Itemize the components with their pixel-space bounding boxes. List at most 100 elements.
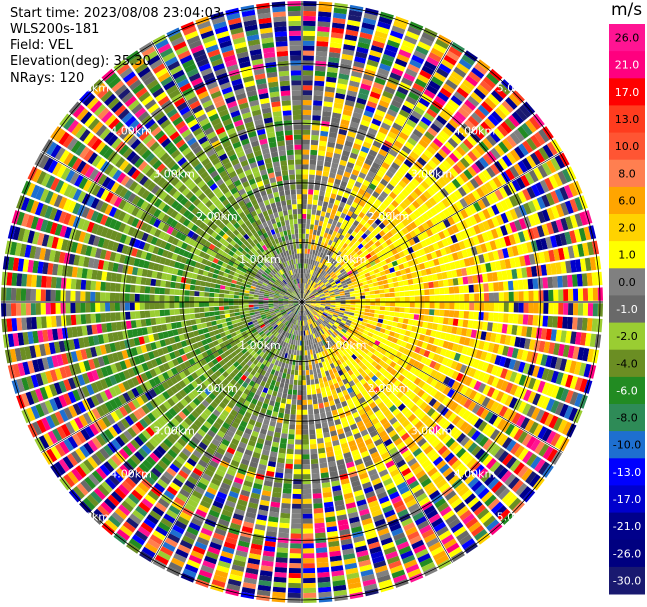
velocity-gate (329, 172, 336, 179)
velocity-gate (355, 102, 366, 110)
velocity-gate (412, 82, 425, 93)
velocity-gate (327, 141, 336, 148)
velocity-gate (434, 414, 444, 424)
velocity-gate (404, 389, 413, 397)
velocity-gate (116, 420, 127, 432)
velocity-gate (569, 230, 577, 244)
velocity-gate (501, 323, 508, 334)
velocity-gate (555, 204, 565, 218)
velocity-gate (380, 500, 392, 509)
velocity-gate (302, 293, 305, 299)
velocity-gate (333, 444, 341, 451)
velocity-gate (368, 287, 375, 291)
velocity-gate (419, 401, 428, 411)
velocity-gate (320, 316, 326, 320)
velocity-gate (186, 457, 197, 467)
velocity-gate (543, 341, 551, 354)
velocity-gate (239, 361, 247, 368)
velocity-gate (561, 421, 572, 436)
velocity-gate (341, 335, 348, 341)
velocity-gate (324, 370, 330, 377)
velocity-gate (251, 430, 259, 438)
velocity-gate (524, 254, 531, 266)
velocity-gate (273, 482, 283, 488)
velocity-gate (412, 395, 421, 404)
velocity-gate (316, 557, 329, 563)
velocity-gate (327, 202, 334, 209)
velocity-gate (137, 526, 151, 538)
velocity-gate (534, 149, 545, 163)
velocity-gate (330, 363, 335, 369)
velocity-gate (445, 423, 455, 434)
velocity-gate (302, 149, 310, 155)
velocity-gate (395, 327, 402, 334)
velocity-gate (275, 396, 282, 403)
velocity-gate (459, 451, 470, 462)
velocity-gate (357, 374, 364, 382)
velocity-gate (302, 218, 306, 224)
velocity-gate (352, 530, 364, 539)
velocity-gate (438, 482, 451, 493)
velocity-gate (445, 437, 456, 448)
velocity-gate (472, 235, 480, 245)
velocity-gate (288, 328, 292, 334)
velocity-gate (312, 234, 316, 240)
velocity-gate (399, 201, 408, 210)
velocity-gate (406, 401, 415, 410)
velocity-gate (487, 342, 495, 353)
velocity-gate (309, 274, 313, 280)
velocity-gate (311, 317, 315, 323)
velocity-gate (334, 336, 340, 342)
velocity-gate (349, 206, 356, 213)
velocity-gate (353, 388, 361, 396)
velocity-gate (267, 389, 273, 396)
velocity-gate (260, 369, 267, 376)
velocity-gate (225, 367, 233, 375)
velocity-gate (508, 291, 514, 302)
velocity-gate (486, 519, 500, 532)
velocity-gate (147, 538, 161, 550)
velocity-gate (533, 340, 541, 352)
velocity-gate (394, 344, 401, 351)
velocity-gate (521, 242, 529, 254)
velocity-gate (455, 145, 467, 157)
velocity-gate (548, 415, 559, 429)
velocity-gate (334, 148, 343, 155)
velocity-gate (513, 360, 521, 372)
velocity-gate (424, 200, 433, 209)
velocity-gate (385, 302, 391, 307)
velocity-gate (378, 374, 386, 382)
velocity-gate (379, 532, 392, 541)
velocity-gate (516, 177, 526, 190)
velocity-gate (304, 305, 308, 310)
velocity-gate (321, 482, 331, 488)
velocity-gate (448, 46, 463, 58)
velocity-gate (312, 310, 318, 314)
velocity-gate (487, 114, 500, 127)
velocity-gate (496, 418, 507, 431)
velocity-gate (347, 270, 353, 276)
velocity-gate (303, 320, 305, 326)
velocity-gate (302, 208, 307, 214)
velocity-gate (296, 335, 299, 341)
velocity-gate (341, 196, 348, 204)
velocity-gate (337, 519, 349, 526)
velocity-gate (432, 242, 440, 251)
velocity-gate (346, 414, 354, 422)
velocity-gate (276, 552, 288, 558)
velocity-gate (445, 79, 458, 90)
velocity-gate (336, 353, 342, 360)
velocity-gate (82, 497, 96, 511)
velocity-gate (316, 320, 320, 326)
velocity-gate (367, 218, 374, 226)
velocity-gate (384, 509, 396, 518)
velocity-gate (181, 484, 193, 494)
velocity-gate (343, 287, 349, 291)
velocity-gate (240, 367, 247, 375)
velocity-gate (337, 463, 346, 471)
velocity-gate (328, 277, 334, 283)
velocity-gate (368, 447, 378, 455)
velocity-gate (465, 412, 476, 423)
velocity-gate (290, 538, 302, 544)
velocity-gate (302, 169, 309, 175)
